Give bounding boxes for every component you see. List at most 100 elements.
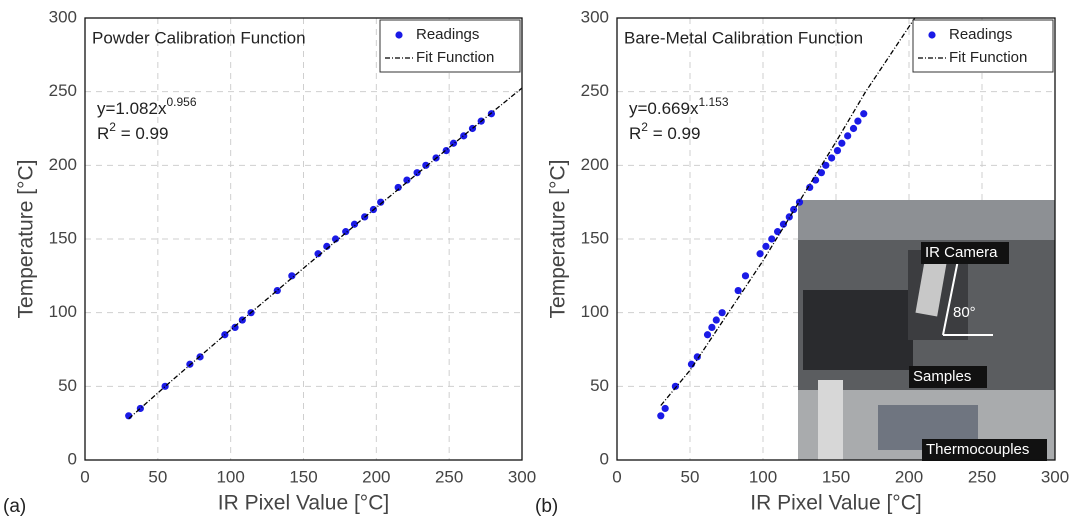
reading-point [734,286,742,295]
chart-title: Bare-Metal Calibration Function [624,28,863,47]
legend-label: Readings [949,26,1012,43]
label-bg [922,439,1047,461]
reading-point [314,250,322,258]
inset-label: IR Camera [925,244,998,261]
label-bg [909,366,987,388]
reading-point [833,147,842,155]
legend-label: Fit Function [949,49,1027,66]
y-tick-label: 0 [68,449,77,468]
reading-point [442,147,450,155]
r-squared: R2 = 0.99 [629,120,700,143]
reading-point [768,235,776,243]
photo-camera [915,258,947,317]
y-tick-label: 250 [581,81,609,100]
y-tick-label: 300 [49,7,77,26]
text-part: R [97,124,109,143]
text-part: 1.153 [698,95,728,109]
x-tick-label: 150 [289,467,317,486]
fit-line [128,87,522,420]
x-tick-label: 150 [822,467,850,486]
y-tick-label: 100 [581,302,609,321]
x-tick-label: 0 [612,467,621,486]
y-tick-label: 150 [581,228,609,247]
y-tick-label: 100 [49,302,77,321]
x-tick-label: 100 [749,467,777,486]
legend-label: Readings [416,26,479,43]
plot-area [657,18,916,420]
x-tick-label: 0 [80,467,89,486]
y-tick-label: 300 [581,7,609,26]
equation: y=1.082x0.956 [97,95,197,118]
y-axis-label: Temperature [°C] [15,160,38,319]
reading-point [403,176,411,184]
plot-frame [84,17,523,461]
reading-point [849,124,858,133]
text-part: y=0.669x [629,99,699,118]
x-tick-label: 250 [435,467,463,486]
y-tick-label: 250 [49,81,77,100]
plot-area [125,87,522,420]
reading-point [741,272,750,280]
y-tick-label: 200 [581,155,609,174]
y-tick-label: 0 [600,449,609,468]
label-bg [921,242,1009,264]
legend-box [912,19,1054,73]
reading-point [288,272,296,280]
reading-point [718,309,726,317]
inset-photo: IR Camera 80° Samples Thermocouples [798,200,1055,461]
reading-point [779,220,788,228]
reading-point [377,198,385,206]
y-tick-label: 50 [590,376,609,395]
x-axis-label: IR Pixel Value [°C] [218,492,389,515]
text-part: 0.956 [166,95,196,109]
inset-label: Samples [913,368,971,385]
reading-point [661,404,669,413]
legend-marker [928,31,936,39]
x-tick-label: 100 [216,467,244,486]
x-tick-label: 50 [148,467,167,486]
x-tick-label: 300 [1041,467,1069,486]
reading-point [838,139,846,147]
x-tick-label: 250 [968,467,996,486]
chart-title: Powder Calibration Function [92,28,306,47]
photo-panel [798,200,1055,240]
reading-point [762,242,770,250]
reading-point [828,154,836,162]
reading-point [671,382,680,390]
panel-label: (b) [535,496,558,517]
photo-rail [818,380,843,460]
legend-box [379,19,521,73]
text-part: 2 [641,120,648,134]
y-axis-label: Temperature [°C] [547,160,570,319]
x-tick-label: 200 [895,467,923,486]
reading-point [394,183,402,192]
equation: y=0.669x1.153 [629,95,729,118]
reading-point [822,161,830,169]
reading-point [774,228,782,236]
inset-label: Thermocouples [926,441,1029,458]
reading-point [231,323,239,331]
reading-point [693,353,701,361]
text-part: = 0.99 [648,124,700,143]
x-tick-label: 50 [681,467,700,486]
reading-point [422,161,430,169]
reading-point [854,117,862,125]
y-tick-label: 150 [49,228,77,247]
reading-point [703,331,712,339]
reading-point [817,169,826,177]
angle-line [942,259,959,336]
reading-point [708,323,716,331]
text-part: 2 [109,120,116,134]
reading-point [413,169,421,177]
legend-label: Fit Function [416,49,494,66]
x-axis-label: IR Pixel Value [°C] [750,492,921,515]
reading-point [844,132,852,140]
text-part: y=1.082x [97,99,167,118]
reading-point [756,250,764,258]
x-tick-label: 300 [508,467,536,486]
photo-panel [803,290,913,370]
text-part: R [629,124,641,143]
inset-label: 80° [953,304,976,321]
y-tick-label: 200 [49,155,77,174]
